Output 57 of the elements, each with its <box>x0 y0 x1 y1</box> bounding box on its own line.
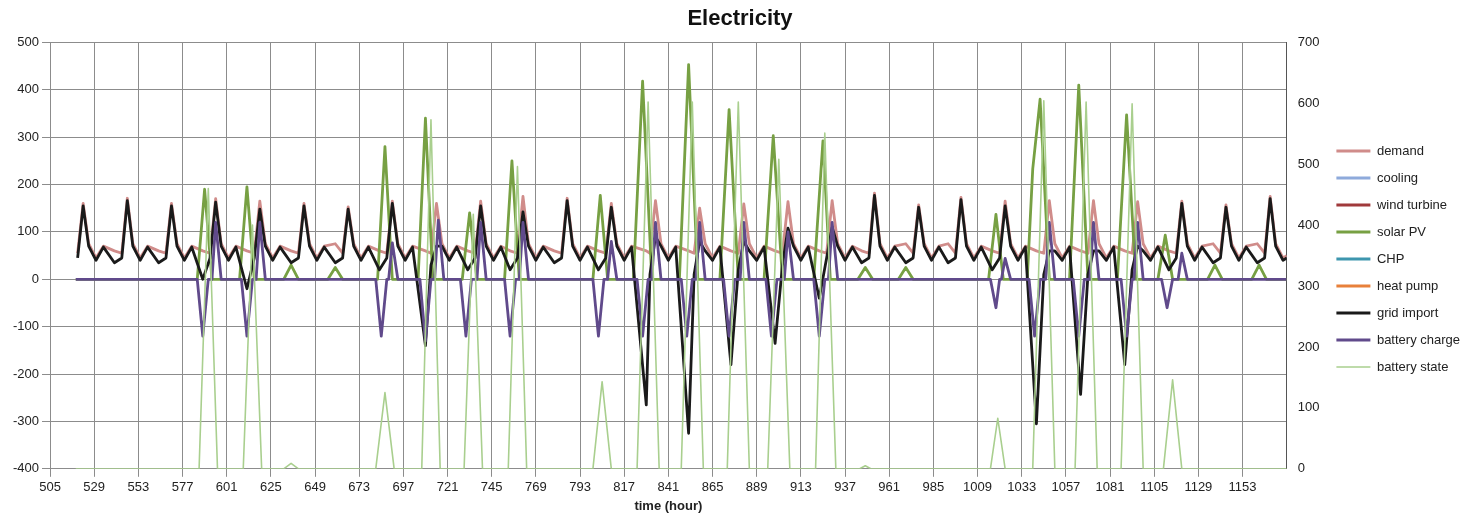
y-tick-label: -100 <box>12 318 40 334</box>
legend-label: battery charge <box>1376 331 1461 347</box>
x-tick-label: 865 <box>701 479 724 495</box>
x-tick-label: 505 <box>39 479 61 495</box>
x-tick-label: 1057 <box>1051 479 1081 495</box>
x-tick-label: 529 <box>83 479 106 495</box>
x-tick-label: 1009 <box>963 479 992 495</box>
chart-title: Electricity <box>687 5 794 31</box>
y2-tick-label: 100 <box>1297 399 1320 415</box>
x-axis-title: time (hour) <box>634 497 703 513</box>
legend-label: solar PV <box>1376 223 1427 239</box>
legend-label: cooling <box>1376 169 1419 185</box>
x-tick-label: 601 <box>215 479 238 495</box>
y-tick-label: -400 <box>12 460 40 476</box>
x-tick-label: 889 <box>745 479 768 495</box>
x-tick-label: 913 <box>790 479 812 495</box>
x-tick-label: 985 <box>922 479 945 495</box>
y-tick-label: 500 <box>17 33 40 49</box>
legend-label: demand <box>1376 142 1424 158</box>
y2-tick-label: 500 <box>1297 155 1320 171</box>
y2-tick-label: 0 <box>1297 460 1305 476</box>
x-tick-label: 721 <box>436 479 459 495</box>
legend-label: battery state <box>1376 358 1449 374</box>
x-tick-label: 937 <box>834 479 856 495</box>
x-tick-label: 649 <box>304 479 326 495</box>
x-tick-label: 1129 <box>1184 479 1213 495</box>
y-tick-label: 300 <box>17 128 40 144</box>
y-tick-label: -200 <box>12 365 40 381</box>
x-tick-label: 961 <box>878 479 901 495</box>
y2-tick-label: 600 <box>1297 94 1320 110</box>
y-tick-label: 400 <box>17 81 40 97</box>
legend-label: CHP <box>1376 250 1405 266</box>
x-tick-label: 577 <box>171 479 194 495</box>
x-tick-label: 673 <box>348 479 371 495</box>
x-tick-label: 625 <box>260 479 282 495</box>
x-tick-label: 553 <box>127 479 150 495</box>
y2-tick-label: 300 <box>1297 277 1320 293</box>
legend-label: grid import <box>1376 304 1439 320</box>
x-tick-label: 745 <box>480 479 503 495</box>
x-tick-label: 1105 <box>1140 479 1169 495</box>
x-tick-label: 793 <box>569 479 591 495</box>
y-tick-label: -300 <box>12 413 40 428</box>
x-tick-label: 817 <box>613 479 636 495</box>
x-tick-label: 841 <box>657 479 680 495</box>
x-tick-label: 1153 <box>1228 479 1257 495</box>
x-tick-label: 1081 <box>1095 479 1125 495</box>
legend-label: wind turbine <box>1375 196 1448 212</box>
y2-tick-label: 400 <box>1297 216 1320 232</box>
x-tick-label: 697 <box>392 479 415 495</box>
y-tick-label: 200 <box>17 176 40 192</box>
x-tick-label: 1033 <box>1007 479 1037 495</box>
y-tick-label: 0 <box>31 270 40 286</box>
y2-tick-label: 200 <box>1297 338 1320 354</box>
x-tick-label: 769 <box>525 479 547 495</box>
y-tick-label: 100 <box>17 223 40 239</box>
legend-label: heat pump <box>1376 277 1439 293</box>
y2-tick-label: 700 <box>1297 33 1320 49</box>
